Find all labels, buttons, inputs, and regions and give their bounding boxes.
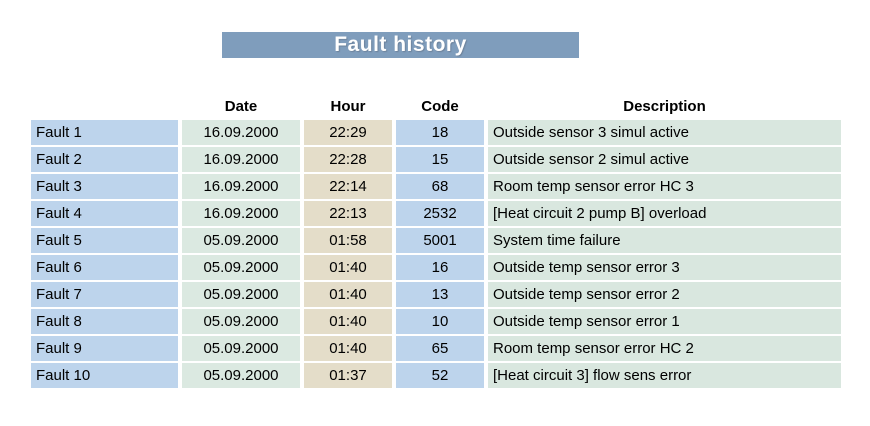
fault-date-cell: 16.09.2000 bbox=[182, 120, 300, 145]
fault-hour-cell: 22:29 bbox=[304, 120, 392, 145]
fault-code-cell: 18 bbox=[396, 120, 484, 145]
column-header-description: Description bbox=[623, 97, 706, 115]
column-header-date: Date bbox=[224, 97, 258, 115]
fault-date-cell: 05.09.2000 bbox=[182, 255, 300, 280]
fault-label-cell: Fault 1 bbox=[31, 120, 178, 145]
title-banner: Fault history bbox=[222, 32, 579, 58]
fault-description-cell: System time failure bbox=[488, 228, 841, 253]
fault-label-cell: Fault 5 bbox=[31, 228, 178, 253]
fault-date-cell: 16.09.2000 bbox=[182, 174, 300, 199]
page-title: Fault history bbox=[334, 33, 467, 56]
fault-description-cell: Outside temp sensor error 3 bbox=[488, 255, 841, 280]
fault-hour-cell: 01:37 bbox=[304, 363, 392, 388]
fault-label-cell: Fault 6 bbox=[31, 255, 178, 280]
fault-label-cell: Fault 8 bbox=[31, 309, 178, 334]
fault-hour-cell: 01:40 bbox=[304, 336, 392, 361]
fault-date-cell: 05.09.2000 bbox=[182, 363, 300, 388]
fault-history-table: Date Hour Code Description Fault 1 16.09… bbox=[31, 93, 841, 388]
column-header-hour: Hour bbox=[330, 97, 366, 115]
fault-hour-cell: 22:28 bbox=[304, 147, 392, 172]
fault-hour-cell: 01:40 bbox=[304, 255, 392, 280]
fault-label-cell: Fault 4 bbox=[31, 201, 178, 226]
fault-description-cell: Outside temp sensor error 2 bbox=[488, 282, 841, 307]
fault-code-cell: 15 bbox=[396, 147, 484, 172]
fault-label-cell: Fault 3 bbox=[31, 174, 178, 199]
fault-description-cell: [Heat circuit 3] flow sens error bbox=[488, 363, 841, 388]
fault-description-cell: Outside sensor 2 simul active bbox=[488, 147, 841, 172]
fault-description-cell: Room temp sensor error HC 2 bbox=[488, 336, 841, 361]
fault-date-cell: 05.09.2000 bbox=[182, 282, 300, 307]
fault-description-cell: [Heat circuit 2 pump B] overload bbox=[488, 201, 841, 226]
fault-hour-cell: 22:14 bbox=[304, 174, 392, 199]
fault-label-cell: Fault 9 bbox=[31, 336, 178, 361]
fault-code-cell: 10 bbox=[396, 309, 484, 334]
fault-label-cell: Fault 10 bbox=[31, 363, 178, 388]
header-spacer bbox=[31, 93, 178, 119]
column-header-code: Code bbox=[421, 97, 459, 115]
fault-description-cell: Outside temp sensor error 1 bbox=[488, 309, 841, 334]
fault-date-cell: 16.09.2000 bbox=[182, 201, 300, 226]
fault-code-cell: 16 bbox=[396, 255, 484, 280]
fault-code-cell: 68 bbox=[396, 174, 484, 199]
fault-date-cell: 05.09.2000 bbox=[182, 309, 300, 334]
fault-label-cell: Fault 7 bbox=[31, 282, 178, 307]
fault-code-cell: 65 bbox=[396, 336, 484, 361]
fault-hour-cell: 01:40 bbox=[304, 309, 392, 334]
fault-hour-cell: 22:13 bbox=[304, 201, 392, 226]
fault-description-cell: Outside sensor 3 simul active bbox=[488, 120, 841, 145]
fault-code-cell: 13 bbox=[396, 282, 484, 307]
fault-hour-cell: 01:58 bbox=[304, 228, 392, 253]
fault-code-cell: 5001 bbox=[396, 228, 484, 253]
fault-hour-cell: 01:40 bbox=[304, 282, 392, 307]
fault-label-cell: Fault 2 bbox=[31, 147, 178, 172]
fault-date-cell: 05.09.2000 bbox=[182, 228, 300, 253]
fault-date-cell: 16.09.2000 bbox=[182, 147, 300, 172]
fault-code-cell: 2532 bbox=[396, 201, 484, 226]
fault-code-cell: 52 bbox=[396, 363, 484, 388]
fault-date-cell: 05.09.2000 bbox=[182, 336, 300, 361]
fault-description-cell: Room temp sensor error HC 3 bbox=[488, 174, 841, 199]
